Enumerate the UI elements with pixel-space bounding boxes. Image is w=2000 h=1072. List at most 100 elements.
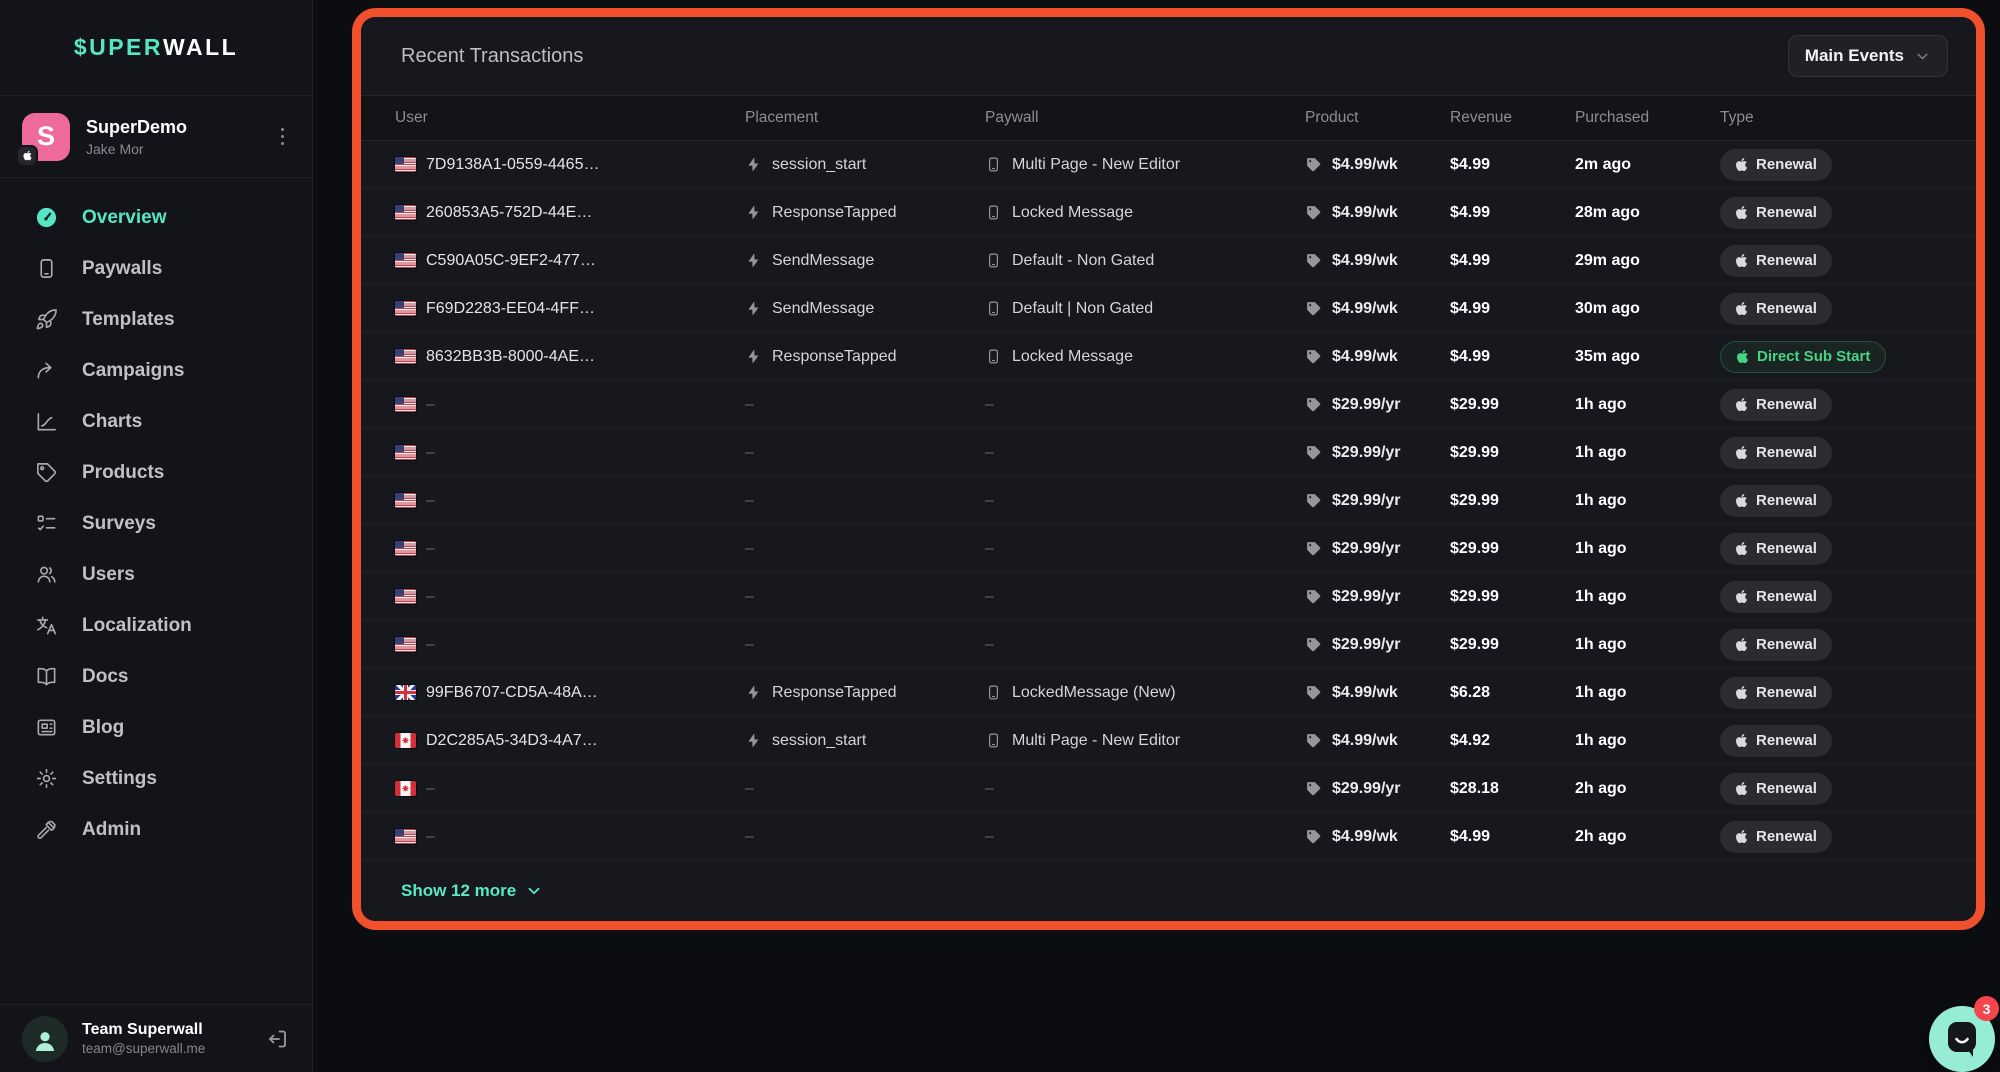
table-row[interactable]: – – – $29.99/yr $29.99 1h ago Renewal xyxy=(361,381,1976,429)
sidebar-item-products[interactable]: Products xyxy=(0,447,312,498)
sidebar-footer: Team Superwall team@superwall.me xyxy=(0,1004,312,1072)
cell-purchased: 2h ago xyxy=(1575,827,1627,845)
chat-notification-badge: 3 xyxy=(1974,996,1999,1021)
apple-icon xyxy=(1735,589,1748,604)
main-content: Recent Transactions Main Events User Plac… xyxy=(313,0,2000,1072)
sidebar-item-localization[interactable]: Localization xyxy=(0,600,312,651)
table-row[interactable]: 99FB6707-CD5A-48A… ResponseTapped LockedMe… xyxy=(361,669,1976,717)
table-row[interactable]: 260853A5-752D-44E… ResponseTapped Locked M… xyxy=(361,189,1976,237)
app-meta: SuperDemo Jake Mor xyxy=(86,117,259,157)
sidebar-item-templates[interactable]: Templates xyxy=(0,294,312,345)
table-row[interactable]: – – – $29.99/yr $29.99 1h ago Renewal xyxy=(361,477,1976,525)
column-header-product: Product xyxy=(1305,109,1359,126)
cell-purchased: 1h ago xyxy=(1575,683,1627,701)
table-row[interactable]: F69D2283-EE04-4FF… SendMessage Default | N… xyxy=(361,285,1976,333)
empty-value: – xyxy=(985,827,994,845)
cell-user: 99FB6707-CD5A-48A… xyxy=(395,684,745,702)
cell-purchased: 28m ago xyxy=(1575,203,1640,221)
table-row[interactable]: – – – $29.99/yr $29.99 1h ago Renewal xyxy=(361,573,1976,621)
sidebar-item-users[interactable]: Users xyxy=(0,549,312,600)
table-row[interactable]: – – – $29.99/yr $29.99 1h ago Renewal xyxy=(361,525,1976,573)
zap-icon xyxy=(745,684,762,701)
cell-paywall: – xyxy=(985,396,1305,414)
cell-purchased: 35m ago xyxy=(1575,347,1640,365)
sidebar-item-label: Products xyxy=(82,461,165,483)
cell-product: $4.99/wk xyxy=(1305,828,1450,846)
sidebar-item-admin[interactable]: Admin xyxy=(0,804,312,855)
column-header-paywall: Paywall xyxy=(985,109,1039,126)
sidebar-item-label: Overview xyxy=(82,206,167,228)
avatar[interactable] xyxy=(22,1015,68,1062)
cell-product: $29.99/yr xyxy=(1305,444,1450,462)
table-row[interactable]: – – – $29.99/yr $29.99 1h ago Renewal xyxy=(361,429,1976,477)
footer-user-name: Team Superwall xyxy=(82,1021,203,1038)
table-row[interactable]: C590A05C-9EF2-477… SendMessage Default - N… xyxy=(361,237,1976,285)
tag-icon xyxy=(1305,444,1322,461)
table-header: User Placement Paywall Product Revenue Purcha… xyxy=(361,95,1976,141)
sidebar-item-campaigns[interactable]: Campaigns xyxy=(0,345,312,396)
gauge-icon xyxy=(34,206,58,230)
cell-product: $4.99/wk xyxy=(1305,204,1450,222)
table-row[interactable]: – – – $29.99/yr $28.18 2h ago Renewal xyxy=(361,765,1976,813)
cell-purchased: 29m ago xyxy=(1575,251,1640,269)
cell-paywall: Locked Message xyxy=(985,348,1305,366)
sidebar-item-label: Localization xyxy=(82,614,192,636)
sidebar-item-overview[interactable]: Overview xyxy=(0,192,312,243)
sidebar-item-surveys[interactable]: Surveys xyxy=(0,498,312,549)
empty-value: – xyxy=(985,491,994,509)
cell-type: Renewal xyxy=(1720,484,1976,517)
table-row[interactable]: 8632BB3B-8000-4AE… ResponseTapped Locked M… xyxy=(361,333,1976,381)
cell-purchased: 1h ago xyxy=(1575,491,1627,509)
tag-icon xyxy=(1305,540,1322,557)
phone-icon xyxy=(985,204,1002,221)
cell-revenue: $4.99 xyxy=(1450,347,1491,365)
table-row[interactable]: 7D9138A1-0559-4465… session_start Multi Pa… xyxy=(361,141,1976,189)
cell-paywall: LockedMessage (New) xyxy=(985,684,1305,702)
table-row[interactable]: – – – $29.99/yr $29.99 1h ago Renewal xyxy=(361,621,1976,669)
apple-icon xyxy=(1735,685,1748,700)
cell-purchased: 1h ago xyxy=(1575,731,1627,749)
cell-user: – xyxy=(395,444,745,462)
transaction-type-badge: Renewal xyxy=(1720,484,1832,517)
phone-icon xyxy=(985,684,1002,701)
sidebar-item-settings[interactable]: Settings xyxy=(0,753,312,804)
main-events-dropdown[interactable]: Main Events xyxy=(1787,35,1948,77)
apple-icon xyxy=(1735,397,1748,412)
sidebar-item-blog[interactable]: Blog xyxy=(0,702,312,753)
logo-rest-text: WALL xyxy=(163,34,239,60)
kebab-menu-icon[interactable] xyxy=(275,122,291,152)
cell-product: $29.99/yr xyxy=(1305,588,1450,606)
show-more-button[interactable]: Show 12 more xyxy=(401,881,543,901)
sidebar-item-docs[interactable]: Docs xyxy=(0,651,312,702)
chat-launcher-button[interactable]: 3 xyxy=(1929,996,1999,1072)
sign-out-icon[interactable] xyxy=(266,1027,290,1051)
flag-us-icon xyxy=(395,493,416,508)
footer-user-email: team@superwall.me xyxy=(82,1041,206,1056)
sidebar-item-paywalls[interactable]: Paywalls xyxy=(0,243,312,294)
empty-value: – xyxy=(426,491,435,509)
cell-type: Renewal xyxy=(1720,772,1976,805)
cell-revenue: $29.99 xyxy=(1450,395,1499,413)
tag-icon xyxy=(1305,156,1322,173)
app-switcher[interactable]: S SuperDemo Jake Mor xyxy=(0,96,312,178)
cell-type: Renewal xyxy=(1720,820,1976,853)
empty-value: – xyxy=(745,395,754,413)
cell-placement: SendMessage xyxy=(745,252,985,270)
cell-user: – xyxy=(395,780,745,798)
cell-product: $29.99/yr xyxy=(1305,636,1450,654)
table-row[interactable]: D2C285A5-34D3-4A7… session_start Multi Pag… xyxy=(361,717,1976,765)
tag-icon xyxy=(1305,636,1322,653)
cell-revenue: $4.92 xyxy=(1450,731,1491,749)
cell-product: $29.99/yr xyxy=(1305,396,1450,414)
sidebar-item-label: Admin xyxy=(82,818,142,840)
cell-paywall: – xyxy=(985,588,1305,606)
sidebar-item-charts[interactable]: Charts xyxy=(0,396,312,447)
tag-icon xyxy=(34,461,58,485)
table-row[interactable]: – – – $4.99/wk $4.99 2h ago Renewal xyxy=(361,813,1976,861)
empty-value: – xyxy=(426,539,435,557)
cell-purchased: 2m ago xyxy=(1575,155,1632,173)
empty-value: – xyxy=(985,635,994,653)
chevron-down-icon xyxy=(1914,48,1931,65)
sidebar: $UPER WALL S SuperDemo Jake Mor Overview P… xyxy=(0,0,313,1072)
zap-icon xyxy=(745,348,762,365)
